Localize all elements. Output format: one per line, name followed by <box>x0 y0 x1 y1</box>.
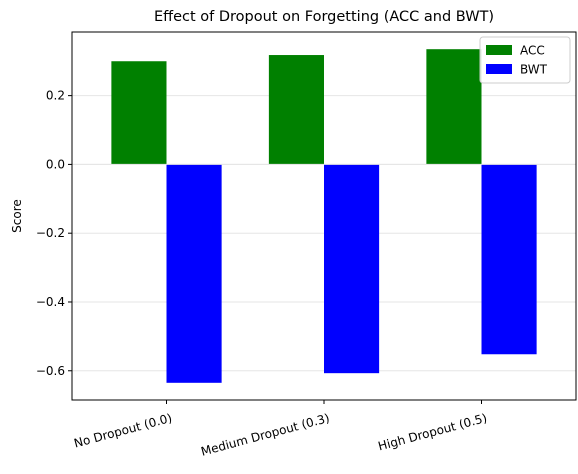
x-axis-ticks: No Dropout (0.0) Medium Dropout (0.3) High… <box>72 400 489 459</box>
bar-acc-2 <box>268 55 324 165</box>
y-tick-label: −0.4 <box>36 295 65 309</box>
plot-frame <box>71 31 577 401</box>
y-tick-label: 0.0 <box>46 157 65 171</box>
y-tick-label: −0.2 <box>36 226 65 240</box>
x-tick-label: Medium Dropout (0.3) <box>199 411 331 459</box>
bar-acc-3 <box>426 49 482 165</box>
bars <box>111 49 537 383</box>
bar-bwt-3 <box>481 164 537 355</box>
y-axis-label: Score <box>10 199 24 233</box>
legend-label-acc: ACC <box>520 44 545 58</box>
bar-bwt-1 <box>166 164 222 383</box>
x-tick-label: No Dropout (0.0) <box>72 411 173 451</box>
legend-swatch-bwt <box>486 64 512 74</box>
chart-title: Effect of Dropout on Forgetting (ACC and… <box>154 9 494 25</box>
legend: ACC BWT <box>479 36 571 84</box>
y-tick-label: −0.6 <box>36 364 65 378</box>
y-axis-ticks: 0.2 0.0 −0.2 −0.4 −0.6 <box>36 89 72 378</box>
y-tick-label: 0.2 <box>46 89 65 103</box>
legend-label-bwt: BWT <box>520 63 548 77</box>
bar-bwt-2 <box>324 164 380 374</box>
x-tick-label: High Dropout (0.5) <box>377 411 489 454</box>
legend-swatch-acc <box>486 45 512 55</box>
bar-acc-1 <box>111 61 167 165</box>
